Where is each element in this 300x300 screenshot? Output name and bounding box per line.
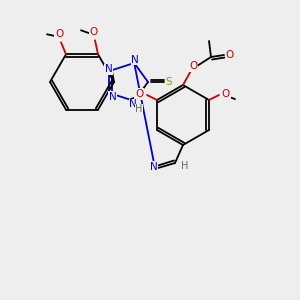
Text: O: O <box>55 29 63 39</box>
Text: N: N <box>105 64 113 74</box>
Text: O: O <box>226 50 234 60</box>
Text: H: H <box>181 161 189 171</box>
Text: N: N <box>150 162 158 172</box>
Text: O: O <box>135 89 143 99</box>
Text: S: S <box>166 77 172 87</box>
Text: O: O <box>222 89 230 99</box>
Text: N: N <box>109 92 117 102</box>
Text: N: N <box>131 55 139 65</box>
Text: H: H <box>136 104 143 114</box>
Text: N: N <box>129 99 137 109</box>
Text: O: O <box>90 27 98 37</box>
Text: O: O <box>189 61 197 71</box>
